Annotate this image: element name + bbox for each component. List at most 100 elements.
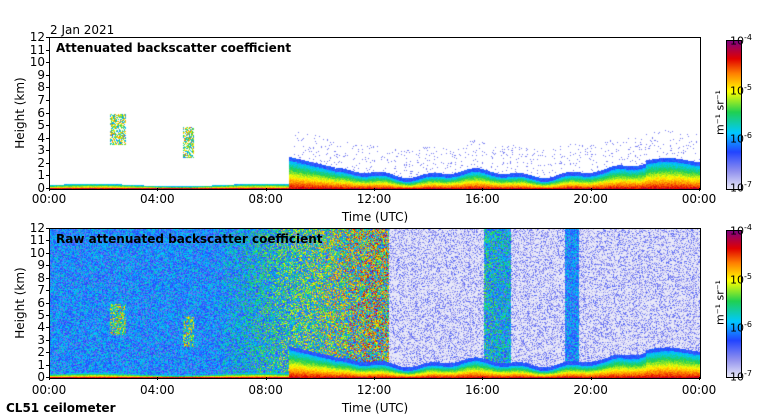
y-tick-label: 7 — [37, 283, 45, 298]
y-tick-mark — [46, 99, 49, 101]
x-tick-label: 08:00 — [248, 192, 283, 206]
y-tick-mark — [46, 252, 49, 254]
plot-title-top: Attenuated backscatter coefficient — [56, 41, 292, 55]
heatmap-canvas-bottom — [50, 229, 700, 378]
x-tick-mark — [374, 188, 375, 191]
colorbar-max-label-bottom: 10-4 — [730, 223, 752, 238]
x-tick-label: 12:00 — [356, 192, 392, 206]
y-tick-mark — [46, 364, 49, 366]
y-tick-label: 2 — [37, 155, 45, 170]
colorbar-top — [726, 40, 742, 190]
x-tick-label: 12:00 — [356, 383, 392, 397]
y-tick-label: 12 — [29, 30, 45, 44]
y-tick-label: 3 — [37, 332, 45, 347]
y-tick-label: 10 — [29, 245, 45, 260]
y-tick-mark — [46, 327, 49, 329]
y-tick-mark — [46, 112, 49, 114]
y-tick-label: 1 — [37, 357, 45, 372]
x-tick-mark — [157, 188, 159, 191]
instrument-label: CL51 ceilometer — [6, 401, 116, 415]
x-tick-label: 00:00 — [681, 383, 717, 397]
colorbar-min-label-bottom: 10-7 — [730, 369, 752, 384]
y-tick-label: 11 — [29, 42, 45, 57]
y-tick-mark — [46, 228, 49, 229]
colorbar-l6-label-top: 10-6 — [730, 131, 752, 146]
y-tick-mark — [46, 240, 49, 242]
colorbar-min-label-top: 10-7 — [730, 180, 752, 195]
y-tick-label: 1 — [37, 168, 45, 183]
x-tick-label: 00:00 — [31, 192, 67, 206]
x-tick-mark — [699, 188, 700, 191]
y-tick-label: 3 — [37, 143, 45, 158]
y-tick-mark — [46, 175, 49, 177]
colorbar-l5-label-top: 10-5 — [730, 83, 752, 98]
colorbar-bottom — [726, 230, 742, 378]
x-tick-label: 00:00 — [681, 192, 717, 206]
y-tick-label: 0 — [37, 181, 45, 195]
y-tick-mark — [46, 162, 49, 164]
y-tick-mark — [46, 302, 49, 304]
y-tick-label: 2 — [37, 345, 45, 360]
y-tick-mark — [46, 352, 49, 354]
x-tick-mark — [699, 377, 700, 380]
x-tick-label: 16:00 — [465, 383, 500, 397]
y-tick-label: 10 — [29, 55, 45, 70]
y-tick-label: 6 — [37, 105, 45, 120]
y-tick-mark — [46, 377, 49, 378]
x-tick-label: 20:00 — [573, 192, 608, 206]
x-tick-mark — [265, 377, 267, 380]
heatmap-canvas-top — [50, 38, 700, 189]
y-tick-mark — [46, 125, 49, 127]
x-tick-label: 08:00 — [248, 383, 283, 397]
y-tick-mark — [46, 87, 49, 89]
y-tick-label: 4 — [37, 130, 45, 145]
y-tick-label: 4 — [37, 320, 45, 335]
date-label: 2 Jan 2021 — [50, 23, 115, 37]
y-tick-mark — [46, 314, 49, 316]
y-tick-label: 9 — [37, 258, 45, 273]
y-tick-mark — [46, 290, 49, 292]
y-tick-label: 0 — [37, 370, 45, 384]
y-tick-mark — [46, 265, 49, 267]
x-tick-mark — [482, 377, 484, 380]
x-tick-label: 04:00 — [140, 383, 175, 397]
y-tick-label: 8 — [37, 80, 45, 95]
x-tick-mark — [590, 188, 592, 191]
x-axis-label-top: Time (UTC) — [341, 210, 409, 224]
backscatter-heatmap-top: Attenuated backscatter coefficient — [49, 37, 701, 190]
y-tick-mark — [46, 339, 49, 341]
y-tick-label: 7 — [37, 92, 45, 107]
x-tick-mark — [374, 377, 375, 380]
x-tick-mark — [49, 188, 50, 191]
y-tick-mark — [46, 49, 49, 51]
colorbar-max-label-top: 10-4 — [730, 33, 752, 48]
colorbar-unit-bottom: m⁻¹ sr⁻¹ — [713, 280, 727, 325]
y-tick-label: 5 — [37, 118, 45, 133]
y-tick-label: 11 — [29, 233, 45, 248]
x-tick-label: 04:00 — [140, 192, 175, 206]
x-tick-label: 20:00 — [573, 383, 608, 397]
x-tick-mark — [49, 377, 50, 380]
x-tick-mark — [482, 188, 484, 191]
y-tick-label: 12 — [29, 221, 45, 235]
x-tick-label: 00:00 — [31, 383, 67, 397]
x-tick-mark — [157, 377, 159, 380]
y-tick-mark — [46, 188, 49, 189]
y-tick-mark — [46, 277, 49, 279]
y-tick-mark — [46, 37, 49, 38]
y-tick-label: 9 — [37, 67, 45, 82]
x-axis-label-bottom: Time (UTC) — [341, 401, 409, 415]
y-tick-label: 8 — [37, 270, 45, 285]
backscatter-heatmap-bottom: Raw attenuated backscatter coefficient — [49, 228, 701, 379]
y-tick-mark — [46, 150, 49, 152]
y-tick-mark — [46, 62, 49, 64]
y-tick-label: 6 — [37, 295, 45, 310]
x-tick-label: 16:00 — [465, 192, 500, 206]
x-tick-mark — [265, 188, 267, 191]
colorbar-l5-label-bottom: 10-5 — [730, 272, 752, 287]
x-tick-mark — [590, 377, 592, 380]
y-tick-mark — [46, 74, 49, 76]
colorbar-unit-top: m⁻¹ sr⁻¹ — [713, 90, 727, 135]
y-tick-mark — [46, 137, 49, 139]
y-tick-label: 5 — [37, 307, 45, 322]
